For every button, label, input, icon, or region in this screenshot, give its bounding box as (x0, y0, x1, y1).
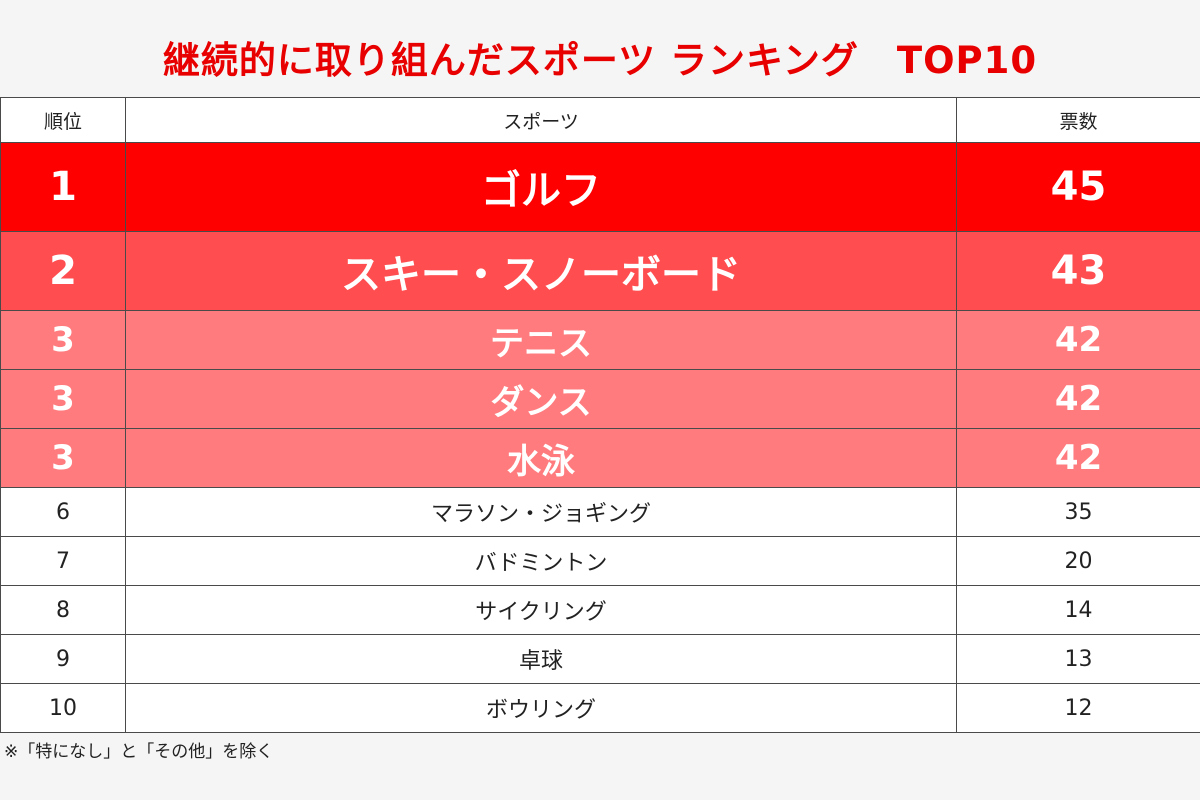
footnote: ※「特になし」と「その他」を除く (4, 742, 274, 762)
table-row: 3 ダンス 42 (0, 369, 1200, 429)
votes-cell: 42 (956, 369, 1200, 429)
table-row: 2 スキー・スノーボード 43 (0, 231, 1200, 311)
votes-cell: 14 (956, 585, 1200, 635)
votes-cell: 43 (956, 231, 1200, 311)
sport-cell: サイクリング (125, 585, 957, 635)
rank-cell: 2 (0, 231, 126, 311)
votes-cell: 45 (956, 142, 1200, 232)
sport-cell: マラソン・ジョギング (125, 487, 957, 537)
sport-cell: ダンス (125, 369, 957, 429)
sport-cell: 水泳 (125, 428, 957, 488)
rank-cell: 10 (0, 683, 126, 733)
rank-cell: 7 (0, 536, 126, 586)
sport-cell: テニス (125, 310, 957, 370)
sport-cell: バドミントン (125, 536, 957, 586)
header-sport: スポーツ (125, 97, 957, 143)
table-row: 1 ゴルフ 45 (0, 142, 1200, 232)
votes-cell: 12 (956, 683, 1200, 733)
rank-cell: 3 (0, 369, 126, 429)
rank-cell: 8 (0, 585, 126, 635)
table-row: 3 テニス 42 (0, 310, 1200, 370)
votes-cell: 35 (956, 487, 1200, 537)
sport-cell: スキー・スノーボード (125, 231, 957, 311)
chart-title: 継続的に取り組んだスポーツ ランキング TOP10 (162, 39, 1038, 82)
votes-cell: 13 (956, 634, 1200, 684)
rank-cell: 6 (0, 487, 126, 537)
header-rank: 順位 (0, 97, 126, 143)
ranking-table: 順位 スポーツ 票数 1 ゴルフ 45 2 スキー・スノーボード 43 3 テニ… (0, 97, 1200, 733)
table-row: 10 ボウリング 12 (0, 683, 1200, 733)
header-row: 順位 スポーツ 票数 (0, 97, 1200, 143)
table-row: 3 水泳 42 (0, 428, 1200, 488)
table-row: 9 卓球 13 (0, 634, 1200, 684)
table-row: 6 マラソン・ジョギング 35 (0, 487, 1200, 537)
table-row: 8 サイクリング 14 (0, 585, 1200, 635)
rank-cell: 3 (0, 428, 126, 488)
sport-cell: 卓球 (125, 634, 957, 684)
rank-cell: 1 (0, 142, 126, 232)
votes-cell: 42 (956, 310, 1200, 370)
header-votes: 票数 (956, 97, 1200, 143)
sport-cell: ゴルフ (125, 142, 957, 232)
votes-cell: 42 (956, 428, 1200, 488)
votes-cell: 20 (956, 536, 1200, 586)
sport-cell: ボウリング (125, 683, 957, 733)
rank-cell: 3 (0, 310, 126, 370)
rank-cell: 9 (0, 634, 126, 684)
table-row: 7 バドミントン 20 (0, 536, 1200, 586)
